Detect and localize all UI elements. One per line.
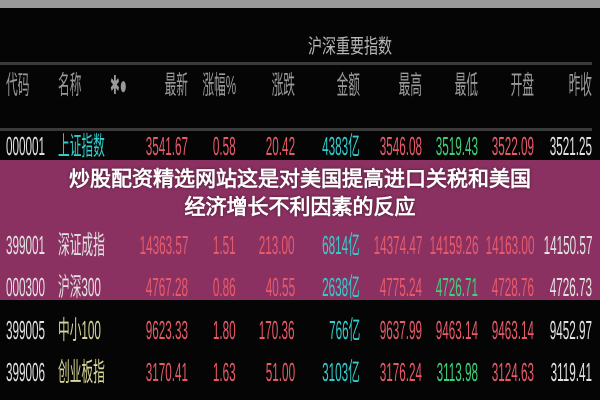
- cell-pct: 0.86: [213, 272, 236, 302]
- cell-pct: 0.58: [213, 131, 236, 161]
- cell-chg: 170.36: [259, 315, 295, 345]
- cell-last: 14363.57: [139, 230, 188, 260]
- cell-low: 3519.43: [435, 131, 478, 161]
- cell-prev: 3119.41: [550, 357, 592, 387]
- cell-open: 9463.14: [491, 315, 534, 345]
- cell-low: 4726.71: [435, 272, 478, 302]
- column-header-name[interactable]: 名称: [58, 70, 82, 100]
- cell-open: 3124.63: [491, 357, 534, 387]
- divider: [0, 128, 592, 131]
- cell-high: 14374.47: [373, 230, 422, 260]
- cell-prev: 14150.57: [543, 230, 592, 260]
- overlay-banner: [0, 160, 600, 300]
- cell-code[interactable]: 000001: [6, 131, 46, 161]
- cell-last: 9623.33: [145, 315, 188, 345]
- cell-chg: 213.00: [259, 230, 295, 260]
- cell-prev: 4726.73: [549, 272, 592, 302]
- divider: [0, 62, 592, 65]
- cell-low: 14159.26: [429, 230, 478, 260]
- overlay-text-line1: 炒股配资精选网站这是对美国提高进口关税和美国: [69, 167, 531, 191]
- cell-name[interactable]: 中小100: [58, 315, 101, 345]
- column-header-chg[interactable]: 涨跌: [271, 70, 295, 100]
- column-header-amount[interactable]: 金额: [336, 70, 360, 100]
- cell-prev: 9452.97: [549, 315, 592, 345]
- column-header-pct[interactable]: 涨幅%: [202, 70, 236, 100]
- cell-high: 3546.08: [379, 131, 422, 161]
- cell-low: 9463.14: [435, 315, 478, 345]
- cell-chg: 51.00: [265, 357, 295, 387]
- cell-code[interactable]: 399001: [6, 230, 46, 260]
- cell-open: 3522.09: [491, 131, 534, 161]
- cell-last: 4767.28: [145, 272, 188, 302]
- column-header-high[interactable]: 最高: [398, 70, 422, 100]
- cell-code[interactable]: 000300: [6, 272, 46, 302]
- cell-amount: 6814亿: [322, 230, 360, 260]
- window-top-bar: [0, 0, 600, 8]
- overlay-text-line2: 经济增长不利因素的反应: [184, 195, 416, 219]
- column-header-low[interactable]: 最低: [454, 70, 478, 100]
- panel-title: 沪深重要指数: [308, 36, 392, 58]
- cell-pct: 1.51: [213, 230, 236, 260]
- column-header-star[interactable]: ✱●: [110, 70, 127, 100]
- cell-open: 4728.76: [491, 272, 534, 302]
- cell-amount: 2638亿: [322, 272, 360, 302]
- cell-pct: 1.80: [213, 315, 236, 345]
- cell-pct: 1.63: [213, 357, 236, 387]
- cell-last: 3170.41: [145, 357, 188, 387]
- cell-name[interactable]: 沪深300: [58, 272, 101, 302]
- cell-name[interactable]: 创业板指: [58, 357, 105, 387]
- column-header-code[interactable]: 代码: [6, 70, 30, 100]
- column-header-last[interactable]: 最新: [164, 70, 188, 100]
- cell-amount: 766亿: [328, 315, 360, 345]
- cell-high: 3176.24: [379, 357, 422, 387]
- cell-code[interactable]: 399006: [6, 357, 46, 387]
- column-header-open[interactable]: 开盘: [510, 70, 534, 100]
- cell-name[interactable]: 深证成指: [58, 230, 105, 260]
- cell-open: 14163.00: [485, 230, 534, 260]
- cell-last: 3541.67: [145, 131, 188, 161]
- cell-amount: 3103亿: [322, 357, 360, 387]
- cell-chg: 20.42: [265, 131, 295, 161]
- cell-chg: 40.55: [265, 272, 295, 302]
- cell-prev: 3521.25: [549, 131, 592, 161]
- cell-code[interactable]: 399005: [6, 315, 46, 345]
- cell-amount: 4383亿: [322, 131, 360, 161]
- cell-high: 9637.99: [379, 315, 422, 345]
- cell-high: 4775.24: [379, 272, 422, 302]
- column-header-prev[interactable]: 昨收: [568, 70, 592, 100]
- cell-name[interactable]: 上证指数: [58, 131, 105, 161]
- cell-low: 3113.98: [436, 357, 478, 387]
